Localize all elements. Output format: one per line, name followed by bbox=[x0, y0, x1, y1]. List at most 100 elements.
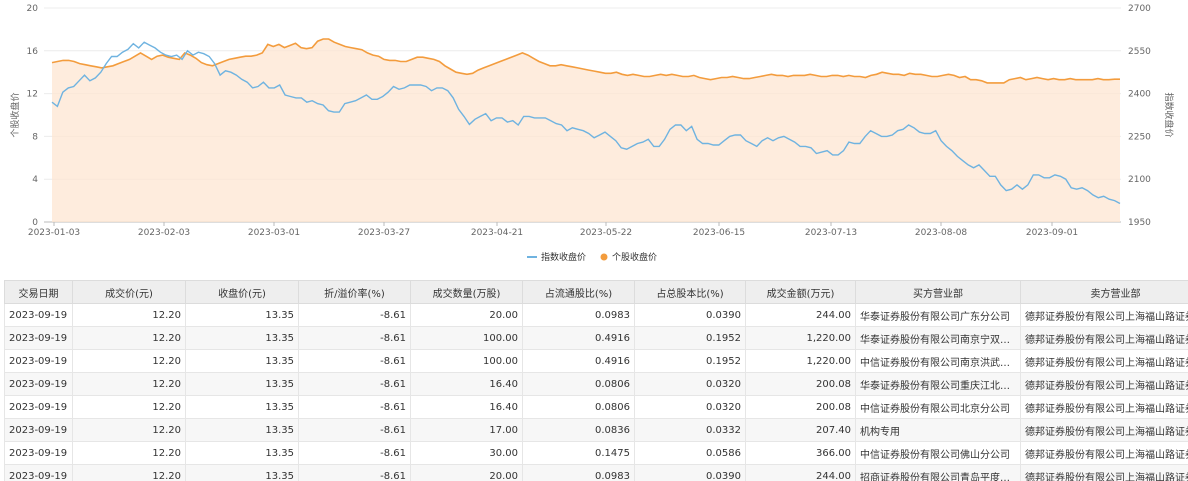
table-cell: 1,220.00 bbox=[745, 349, 856, 373]
table-cell: 0.0836 bbox=[522, 418, 635, 442]
table-cell: 0.4916 bbox=[522, 326, 635, 350]
table-cell: -8.61 bbox=[298, 349, 411, 373]
y-right-tick-label: 2700 bbox=[1128, 4, 1151, 14]
table-cell: -8.61 bbox=[298, 395, 411, 419]
stock-area bbox=[52, 39, 1120, 222]
x-tick-label: 2023-01-03 bbox=[28, 228, 80, 238]
x-tick-label: 2023-03-27 bbox=[358, 228, 410, 238]
table-cell: 13.35 bbox=[185, 464, 299, 481]
table-cell: 244.00 bbox=[745, 303, 856, 327]
table-row[interactable]: 2023-09-19 12.20 13.35 -8.61 100.00 0.4916 0.1… bbox=[4, 326, 1188, 350]
table-cell: 13.35 bbox=[185, 372, 299, 396]
table-row[interactable]: 2023-09-19 12.20 13.35 -8.61 20.00 0.0983 0.03… bbox=[4, 464, 1188, 481]
table-cell: -8.61 bbox=[298, 303, 411, 327]
table-cell: 13.35 bbox=[185, 395, 299, 419]
table-cell: 2023-09-19 bbox=[4, 395, 73, 419]
table-cell: 12.20 bbox=[72, 303, 186, 327]
x-tick-label: 2023-03-01 bbox=[248, 228, 300, 238]
table-cell: 16.40 bbox=[410, 372, 523, 396]
table-cell: 13.35 bbox=[185, 326, 299, 350]
table-cell: 中信证券股份有限公司北京分公司 bbox=[855, 395, 1021, 419]
table-cell: 0.0586 bbox=[634, 441, 746, 465]
table-row[interactable]: 2023-09-19 12.20 13.35 -8.61 20.00 0.0983 0.03… bbox=[4, 303, 1188, 327]
table-cell: 20.00 bbox=[410, 464, 523, 481]
header-seller[interactable]: 卖方营业部 bbox=[1020, 280, 1188, 304]
table-cell: 12.20 bbox=[72, 372, 186, 396]
table-cell: 12.20 bbox=[72, 326, 186, 350]
table-cell: 德邦证券股份有限公司上海福山路证券营业部 bbox=[1020, 372, 1188, 396]
y-left-tick-label: 20 bbox=[27, 4, 39, 14]
x-tick-label: 2023-05-22 bbox=[580, 228, 632, 238]
table-cell: 12.20 bbox=[72, 441, 186, 465]
table-row[interactable]: 2023-09-19 12.20 13.35 -8.61 16.40 0.0806 0.03… bbox=[4, 372, 1188, 396]
x-tick-label: 2023-07-13 bbox=[805, 228, 857, 238]
table-cell: 德邦证券股份有限公司上海福山路证券营业部 bbox=[1020, 395, 1188, 419]
table-cell: 2023-09-19 bbox=[4, 418, 73, 442]
header-volume[interactable]: 成交数量(万股) bbox=[410, 280, 523, 304]
index-close-line bbox=[51, 41, 1121, 205]
table-row[interactable]: 2023-09-19 12.20 13.35 -8.61 30.00 0.1475 0.05… bbox=[4, 441, 1188, 465]
table-cell: 17.00 bbox=[410, 418, 523, 442]
table-cell: 0.0390 bbox=[634, 464, 746, 481]
x-tick-label: 2023-04-21 bbox=[471, 228, 523, 238]
price-chart: 0 4 8 12 16 20 1950 2100 2250 2400 2550 2700 个股收盘价 指数… bbox=[9, 4, 1175, 263]
table-body: 2023-09-19 12.20 13.35 -8.61 20.00 0.0983 0.03… bbox=[4, 303, 1188, 481]
block-trade-table-container[interactable]: 交易日期 成交价(元) 收盘价(元) 折/溢价率(%) 成交数量(万股) 占流通… bbox=[4, 280, 1188, 481]
y-left-tick-label: 16 bbox=[27, 47, 39, 57]
table-cell: 0.1952 bbox=[634, 349, 746, 373]
table-cell: 13.35 bbox=[185, 441, 299, 465]
y-right-tick-label: 2250 bbox=[1128, 132, 1151, 142]
table-cell: 366.00 bbox=[745, 441, 856, 465]
y-right-axis-title: 指数收盘价 bbox=[1163, 92, 1175, 137]
x-tick-label: 2023-08-08 bbox=[915, 228, 968, 238]
header-amount[interactable]: 成交金额(万元) bbox=[745, 280, 856, 304]
table-cell: 207.40 bbox=[745, 418, 856, 442]
header-premium-rate[interactable]: 折/溢价率(%) bbox=[298, 280, 411, 304]
header-trade-price[interactable]: 成交价(元) bbox=[72, 280, 186, 304]
header-close-price[interactable]: 收盘价(元) bbox=[185, 280, 299, 304]
table-cell: 244.00 bbox=[745, 464, 856, 481]
table-cell: 12.20 bbox=[72, 349, 186, 373]
legend-index-label: 指数收盘价 bbox=[541, 251, 586, 263]
table-cell: 0.0806 bbox=[522, 372, 635, 396]
table-cell: -8.61 bbox=[298, 372, 411, 396]
table-cell: -8.61 bbox=[298, 441, 411, 465]
table-cell: 13.35 bbox=[185, 303, 299, 327]
y-left-tick-label: 12 bbox=[27, 90, 38, 100]
y-left-tick-label: 8 bbox=[32, 132, 38, 142]
y-left-tick-label: 0 bbox=[32, 218, 38, 228]
y-left-tick-label: 4 bbox=[32, 175, 38, 185]
table-cell: 0.0320 bbox=[634, 372, 746, 396]
table-cell: 0.0806 bbox=[522, 395, 635, 419]
table-cell: 16.40 bbox=[410, 395, 523, 419]
table-cell: -8.61 bbox=[298, 418, 411, 442]
table-cell: 13.35 bbox=[185, 418, 299, 442]
table-row[interactable]: 2023-09-19 12.20 13.35 -8.61 100.00 0.4916 0.1… bbox=[4, 349, 1188, 373]
table-cell: 2023-09-19 bbox=[4, 464, 73, 481]
table-cell: 0.0332 bbox=[634, 418, 746, 442]
table-cell: 30.00 bbox=[410, 441, 523, 465]
table-cell: 0.1475 bbox=[522, 441, 635, 465]
y-right-tick-label: 2400 bbox=[1128, 90, 1151, 100]
stock-close-line bbox=[51, 38, 1120, 84]
table-cell: 200.08 bbox=[745, 372, 856, 396]
table-cell: 1,220.00 bbox=[745, 326, 856, 350]
table-cell: 2023-09-19 bbox=[4, 372, 73, 396]
table-cell: 0.0983 bbox=[522, 303, 635, 327]
table-cell: 德邦证券股份有限公司上海福山路证券营业部 bbox=[1020, 464, 1188, 481]
table-cell: 12.20 bbox=[72, 395, 186, 419]
header-total-ratio[interactable]: 占总股本比(%) bbox=[634, 280, 746, 304]
table-cell: 0.0390 bbox=[634, 303, 746, 327]
y-right-tick-label: 1950 bbox=[1128, 218, 1151, 228]
table-cell: 200.08 bbox=[745, 395, 856, 419]
header-float-ratio[interactable]: 占流通股比(%) bbox=[522, 280, 635, 304]
table-row[interactable]: 2023-09-19 12.20 13.35 -8.61 16.40 0.0806 0.03… bbox=[4, 395, 1188, 419]
table-cell: 华泰证券股份有限公司南京宁双路证券营业部 bbox=[855, 326, 1021, 350]
table-row[interactable]: 2023-09-19 12.20 13.35 -8.61 17.00 0.0836 0.03… bbox=[4, 418, 1188, 442]
header-buyer[interactable]: 买方营业部 bbox=[855, 280, 1021, 304]
header-trade-date[interactable]: 交易日期 bbox=[4, 280, 73, 304]
table-cell: 德邦证券股份有限公司上海福山路证券营业部 bbox=[1020, 326, 1188, 350]
legend-stock-swatch bbox=[600, 253, 608, 261]
table-cell: 2023-09-19 bbox=[4, 349, 73, 373]
